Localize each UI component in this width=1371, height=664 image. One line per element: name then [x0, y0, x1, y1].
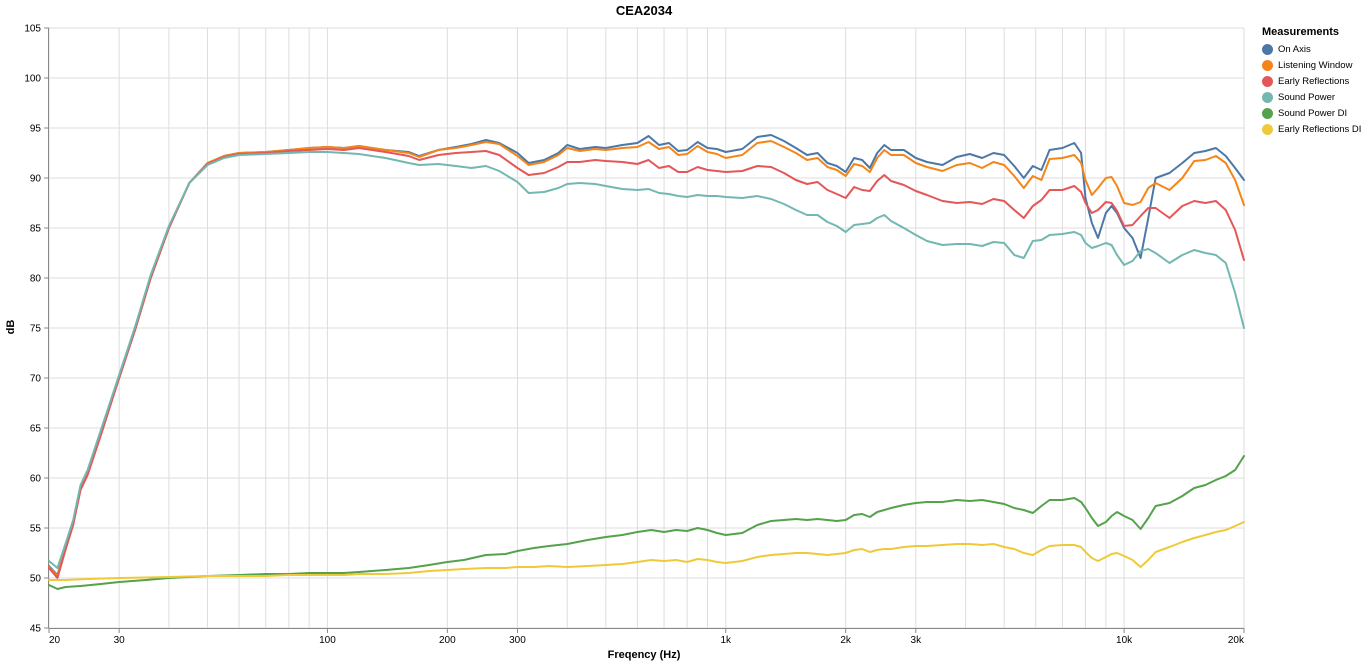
y-tick-label: 60	[30, 474, 42, 485]
x-tick-label: 200	[439, 635, 456, 646]
series-line-early-reflections-di	[48, 521, 1245, 581]
x-tick-label: 30	[114, 635, 126, 646]
legend-items: On Axis Listening Window Early Reflections…	[1262, 41, 1361, 137]
legend-swatch-icon	[1262, 107, 1273, 119]
legend-title: Measurements	[1262, 26, 1340, 38]
y-tick-label: 90	[30, 174, 42, 185]
legend-swatch-icon	[1262, 75, 1273, 87]
y-tick-label: 85	[30, 224, 42, 235]
legend-swatch-icon	[1262, 59, 1273, 71]
legend-item-sound-power-di[interactable]: Sound Power DI	[1262, 105, 1361, 121]
legend-label: On Axis	[1278, 43, 1311, 55]
legend-label: Sound Power DI	[1278, 107, 1348, 119]
series-line-on-axis	[48, 134, 1245, 576]
legend-label: Early Reflections DI	[1278, 123, 1362, 135]
y-tick-label: 45	[30, 624, 42, 635]
legend-swatch-icon	[1262, 91, 1273, 103]
legend-item-listening-window[interactable]: Listening Window	[1262, 57, 1361, 73]
series-line-sound-power	[48, 151, 1245, 569]
legend-swatch-icon	[1262, 43, 1273, 55]
chart-title: CEA2034	[616, 3, 673, 18]
series-layer	[48, 134, 1245, 590]
legend-label: Early Reflections	[1278, 75, 1350, 87]
x-tick-label: 1k	[720, 635, 732, 646]
legend-item-early-reflections[interactable]: Early Reflections	[1262, 73, 1361, 89]
x-tick-label: 20k	[1228, 635, 1245, 646]
legend-label: Listening Window	[1278, 59, 1353, 71]
x-axis-title: Freqency (Hz)	[608, 649, 681, 661]
x-tick-label: 20	[49, 635, 61, 646]
y-tick-label: 65	[30, 424, 42, 435]
series-line-sound-power-di	[48, 455, 1245, 590]
x-tick-label: 300	[509, 635, 526, 646]
legend-item-early-reflections-di[interactable]: Early Reflections DI	[1262, 121, 1361, 137]
x-tick-label: 10k	[1116, 635, 1133, 646]
x-tick-label: 100	[319, 635, 336, 646]
y-tick-label: 105	[24, 24, 41, 35]
axes: 45 50 55 60 65 70 75 80 85 90 95 100 105 20 30 100 200 30…	[24, 24, 1245, 647]
y-tick-label: 95	[30, 124, 42, 135]
grid-lines	[48, 27, 1245, 629]
x-tick-label: 2k	[840, 635, 852, 646]
y-tick-label: 70	[30, 374, 42, 385]
legend-item-sound-power[interactable]: Sound Power	[1262, 89, 1361, 105]
y-tick-label: 55	[30, 524, 42, 535]
series-line-early-reflections	[48, 147, 1245, 579]
y-tick-label: 80	[30, 274, 42, 285]
x-tick-label: 3k	[911, 635, 923, 646]
series-line-listening-window	[48, 140, 1245, 577]
y-tick-label: 50	[30, 574, 42, 585]
y-tick-label: 75	[30, 324, 42, 335]
y-axis-title: dB	[5, 320, 17, 335]
y-tick-label: 100	[24, 74, 41, 85]
legend: Measurements On Axis Listening Window Earl…	[1262, 26, 1361, 137]
legend-label: Sound Power	[1278, 91, 1336, 103]
legend-item-on-axis[interactable]: On Axis	[1262, 41, 1361, 57]
legend-swatch-icon	[1262, 123, 1273, 135]
